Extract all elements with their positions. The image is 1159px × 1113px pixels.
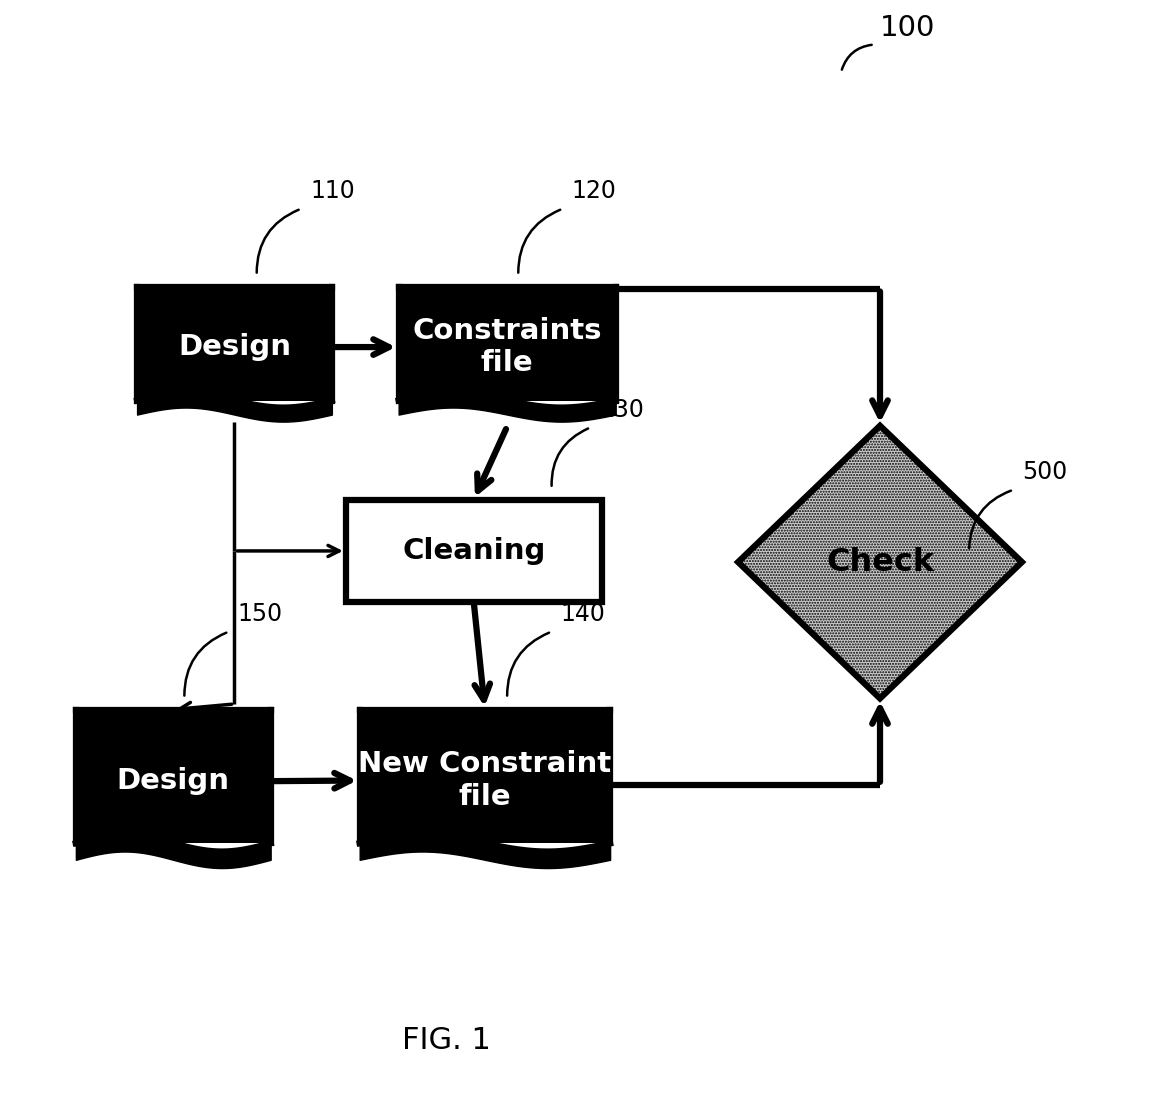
Text: Design: Design: [178, 333, 291, 361]
Text: Design: Design: [117, 767, 229, 795]
Bar: [399, 287, 615, 401]
Text: FIG. 1: FIG. 1: [401, 1026, 490, 1055]
Text: 130: 130: [599, 397, 644, 422]
Text: 110: 110: [311, 179, 355, 204]
Text: Constraints
file: Constraints file: [413, 317, 602, 377]
Bar: [359, 710, 610, 844]
Text: 140: 140: [561, 602, 605, 626]
Text: 150: 150: [238, 602, 283, 626]
Bar: [137, 287, 331, 401]
Text: Check: Check: [826, 546, 934, 578]
Text: Cleaning: Cleaning: [402, 536, 546, 565]
Text: 100: 100: [880, 14, 935, 42]
Text: New Constraint
file: New Constraint file: [358, 750, 612, 810]
Bar: [75, 710, 271, 844]
Bar: [345, 500, 602, 602]
Text: 120: 120: [571, 179, 617, 204]
Text: 500: 500: [1022, 460, 1067, 484]
Polygon shape: [738, 426, 1022, 699]
